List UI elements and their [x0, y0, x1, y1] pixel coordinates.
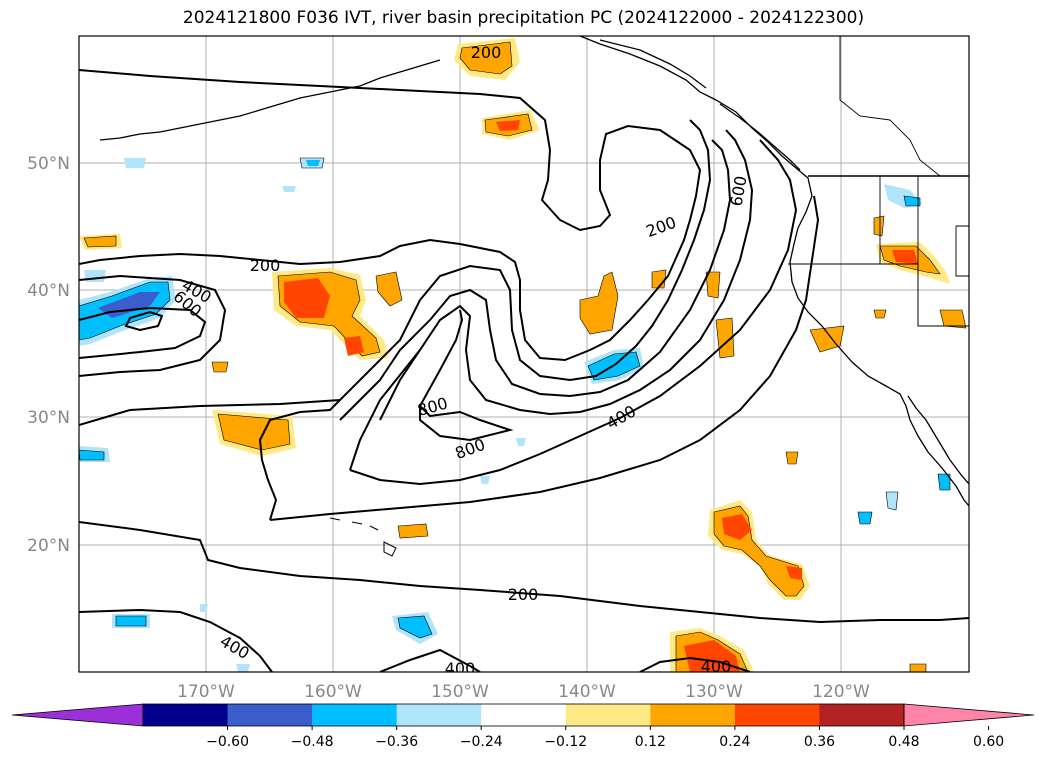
map-frame [78, 35, 970, 673]
lat-label: 20°N [27, 536, 70, 556]
contour-label: 400 [445, 659, 476, 678]
colorbar-tick-label: 0.48 [888, 734, 919, 750]
colorbar-tick-label: −0.12 [544, 734, 587, 750]
longitude-labels: 170°W 160°W 150°W 140°W 130°W 120°W [177, 682, 870, 702]
colorbar-frame [142, 703, 905, 727]
contour-label: 200 [250, 256, 281, 275]
colorbar-swatch [312, 704, 398, 726]
colorbar-tick-label: 0.12 [635, 734, 666, 750]
colorbar-extend-min [11, 703, 144, 727]
lon-label: 130°W [685, 682, 743, 702]
colorbar-swatch [396, 704, 482, 726]
precip-anomaly-shading [79, 38, 967, 672]
lon-label: 170°W [177, 682, 235, 702]
contour-label: 400 [701, 657, 732, 676]
lon-label: 120°W [812, 682, 870, 702]
colorbar-tick-label: −0.48 [291, 734, 334, 750]
lat-label: 30°N [27, 408, 70, 428]
colorbar-tick-label: 0.60 [973, 734, 1004, 750]
ivt-contours [79, 69, 969, 672]
contour-label: 200 [471, 43, 502, 62]
lon-label: 150°W [431, 682, 489, 702]
coastlines [99, 36, 969, 557]
contour-label: 200 [508, 585, 539, 604]
colorbar-swatch [650, 704, 736, 726]
colorbar-tick-label: −0.60 [206, 734, 249, 750]
latitude-labels: 50°N 40°N 30°N 20°N [27, 154, 70, 556]
colorbar-tick-label: 0.24 [719, 734, 750, 750]
colorbar: −0.60 −0.48 −0.36 −0.24 −0.12 0.12 0.24 0.36 0.4… [11, 703, 1035, 750]
lon-label: 160°W [304, 682, 362, 702]
colorbar-swatch [481, 704, 567, 726]
lon-label: 140°W [558, 682, 616, 702]
lat-label: 50°N [27, 154, 70, 174]
colorbar-swatch [143, 704, 229, 726]
colorbar-swatch [734, 704, 820, 726]
colorbar-swatch [227, 704, 313, 726]
colorbar-tick-label: −0.36 [375, 734, 418, 750]
colorbar-swatch [565, 704, 651, 726]
map-title: 2024121800 F036 IVT, river basin precipi… [182, 8, 865, 28]
colorbar-extend-max [903, 703, 1035, 727]
lat-label: 40°N [27, 281, 70, 301]
map-panel: 200 200 200 200 400 600 800 800 400 600 … [79, 36, 969, 678]
colorbar-swatch [819, 704, 905, 726]
colorbar-tick-label: −0.24 [460, 734, 503, 750]
colorbar-tick-label: 0.36 [804, 734, 835, 750]
